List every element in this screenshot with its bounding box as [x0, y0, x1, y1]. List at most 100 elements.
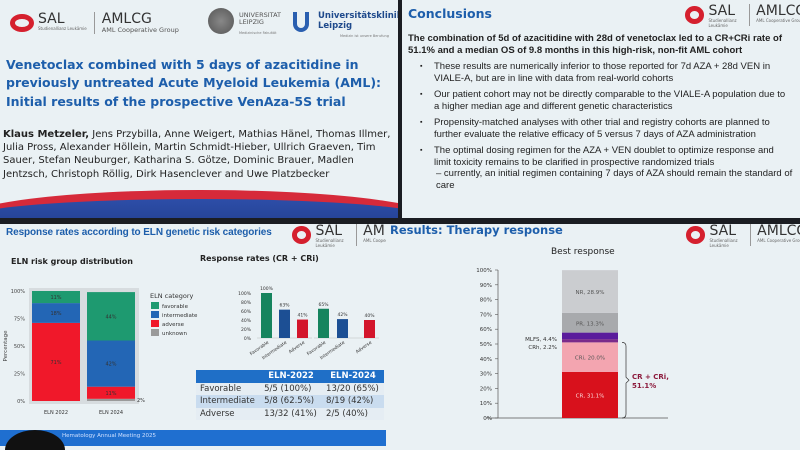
- y-tick-label: 20%: [241, 327, 252, 333]
- x-tick-label: Adverse: [355, 340, 374, 356]
- y-tick-label: 50%: [480, 342, 492, 348]
- table-cell: Adverse: [196, 407, 261, 420]
- table-row: Favorable 5/5 (100%) 13/20 (65%): [196, 382, 384, 395]
- bar-value-label: 65%: [318, 302, 329, 308]
- eln-response-slide: Response rates according to ELN genetic …: [0, 224, 386, 450]
- klinik-name: Universitätsklinikum Leipzig: [318, 11, 398, 31]
- bullet-3: Propensity-matched analyses with other t…: [420, 117, 792, 140]
- subtitle: Initial results of the prospective VenAz…: [6, 94, 346, 109]
- sal-ring-icon: [685, 6, 705, 24]
- bar-favorable: [261, 293, 272, 338]
- y-tick-label: 100%: [476, 268, 492, 274]
- table-cell: 5/8 (62.5%): [260, 395, 323, 408]
- table-row: Adverse 13/32 (41%) 2/5 (40%): [196, 407, 384, 420]
- amlcg-text: AMLCG: [756, 3, 800, 19]
- bar-favorable: [318, 308, 329, 338]
- sal-ring-icon: [292, 226, 312, 244]
- segment-label: PR, 13.3%: [576, 321, 604, 327]
- bar-segment-mlfs: [562, 332, 618, 340]
- table-cell: 2/5 (40%): [322, 407, 384, 420]
- segment-label: 71%: [50, 360, 61, 366]
- amlcg-text: AMLCG: [757, 224, 800, 239]
- table-header: [196, 370, 261, 383]
- segment-label: 11%: [105, 391, 116, 397]
- y-tick-label: 100%: [238, 291, 252, 297]
- y-tick-label: 20%: [480, 386, 492, 392]
- bar-segment-intermediate: [87, 340, 135, 387]
- bar-segment-intermediate: [32, 303, 80, 323]
- klinik-slogan: Medizin ist unsere Berufung: [340, 34, 389, 38]
- y-tick-label: 0%: [244, 336, 252, 342]
- legend-label: unknown: [162, 331, 188, 337]
- bracket: [621, 342, 630, 419]
- y-tick-label: 60%: [241, 309, 252, 315]
- sal-subtext: Studienallianz Leukämie: [708, 18, 737, 28]
- y-tick-label: 80%: [480, 298, 492, 304]
- bar-segment-adverse: [87, 386, 135, 399]
- co-authors: Jens Przybilla, Anne Weigert, Mathias Hä…: [3, 129, 391, 180]
- table-row: Intermediate 5/8 (62.5%) 8/19 (42%): [196, 395, 384, 408]
- klinik-logo-icon: [293, 12, 309, 32]
- sal-ring-icon: [10, 14, 34, 32]
- legend-swatch-adverse: [151, 320, 159, 327]
- sal-ring-icon: [686, 226, 706, 244]
- y-axis-label: Percentage: [3, 330, 9, 362]
- amlcg-subtext: AML Cooperative Group: [363, 238, 386, 243]
- decorative-swoosh: [0, 190, 398, 218]
- table-cell: 5/5 (100%): [260, 382, 323, 395]
- amlcg-subtext: AML Cooperative Group: [756, 18, 800, 23]
- lead-author: Klaus Metzeler,: [3, 129, 90, 140]
- bullet-2: Our patient cohort may not be directly c…: [420, 89, 792, 112]
- bar-segment-cr: [562, 371, 618, 418]
- y-tick-label: 80%: [241, 300, 252, 306]
- segment-label: CRh, 2.2%: [528, 345, 557, 351]
- bar-segment-pr: [562, 312, 618, 333]
- table-cell: Intermediate: [196, 395, 261, 408]
- eln-distribution-chart: 0% 25% 50% 75% 100% Percentage 71% 18% 11% ELN 20…: [3, 286, 379, 416]
- title-slide: SAL Studienallianz Leukämie AMLCG AML Coop…: [0, 0, 398, 218]
- sal-text: SAL: [315, 224, 343, 239]
- bar-value-label: 63%: [279, 303, 290, 309]
- conclusion-lead: The combination of 5d of azacitidine wit…: [408, 33, 782, 56]
- x-tick-label: Adverse: [288, 340, 307, 356]
- bar-segment-favorable: [32, 291, 80, 304]
- conclusions-slide: Conclusions SAL Studienallianz Leukämie A…: [402, 0, 800, 218]
- sal-subtext: Studienallianz Leukämie: [315, 238, 344, 248]
- y-tick-label: 0%: [483, 416, 492, 422]
- bullet-1: These results are numerically inferior t…: [420, 61, 792, 84]
- amlcg-subtext: AML Cooperative Group: [101, 26, 179, 34]
- table-cell: 13/32 (41%): [260, 407, 323, 420]
- y-tick-label: 30%: [480, 372, 492, 378]
- sal-text: SAL: [709, 224, 737, 239]
- y-tick-label: 25%: [14, 372, 25, 378]
- amlcg-text: AMLCG: [101, 11, 152, 27]
- title-line-2: previously untreated Acute Myeloid Leuke…: [6, 75, 382, 90]
- y-tick-label: 90%: [480, 283, 492, 289]
- best-response-chart: 0% 10% 20% 30% 40% 50% 60% 70% 80% 90% 100% CR, 31.…: [476, 268, 669, 422]
- segment-label: 11%: [50, 295, 61, 301]
- amlcg-subtext: AML Cooperative Group: [757, 238, 800, 243]
- segment-label: CR, 31.1%: [576, 393, 605, 399]
- chart-title-distribution: ELN risk group distribution: [11, 257, 133, 266]
- segment-label: MLFS, 4.4%: [525, 337, 557, 343]
- slide-title: Results: Therapy response: [390, 224, 563, 237]
- annotation-label: CR + CRi,: [632, 373, 669, 381]
- y-tick-label: 40%: [480, 357, 492, 363]
- y-tick-label: 75%: [14, 317, 25, 323]
- legend-swatch-unknown: [151, 329, 159, 336]
- university-seal-icon: [208, 8, 234, 34]
- segment-label: 44%: [105, 314, 116, 320]
- segment-label: 2%: [137, 398, 145, 404]
- segment-label: CRi, 20.0%: [575, 356, 605, 362]
- y-tick-label: 0%: [17, 399, 25, 405]
- bar-value-label: 42%: [337, 312, 348, 318]
- legend-label: intermediate: [162, 313, 198, 319]
- y-tick-label: 60%: [480, 327, 492, 333]
- sal-subtext: Studienallianz Leukämie: [709, 238, 738, 248]
- bar-value-label: 41%: [297, 313, 308, 319]
- bar-segment-cri: [562, 342, 618, 372]
- legend-label: adverse: [162, 322, 185, 328]
- bar-segment-adverse: [32, 322, 80, 401]
